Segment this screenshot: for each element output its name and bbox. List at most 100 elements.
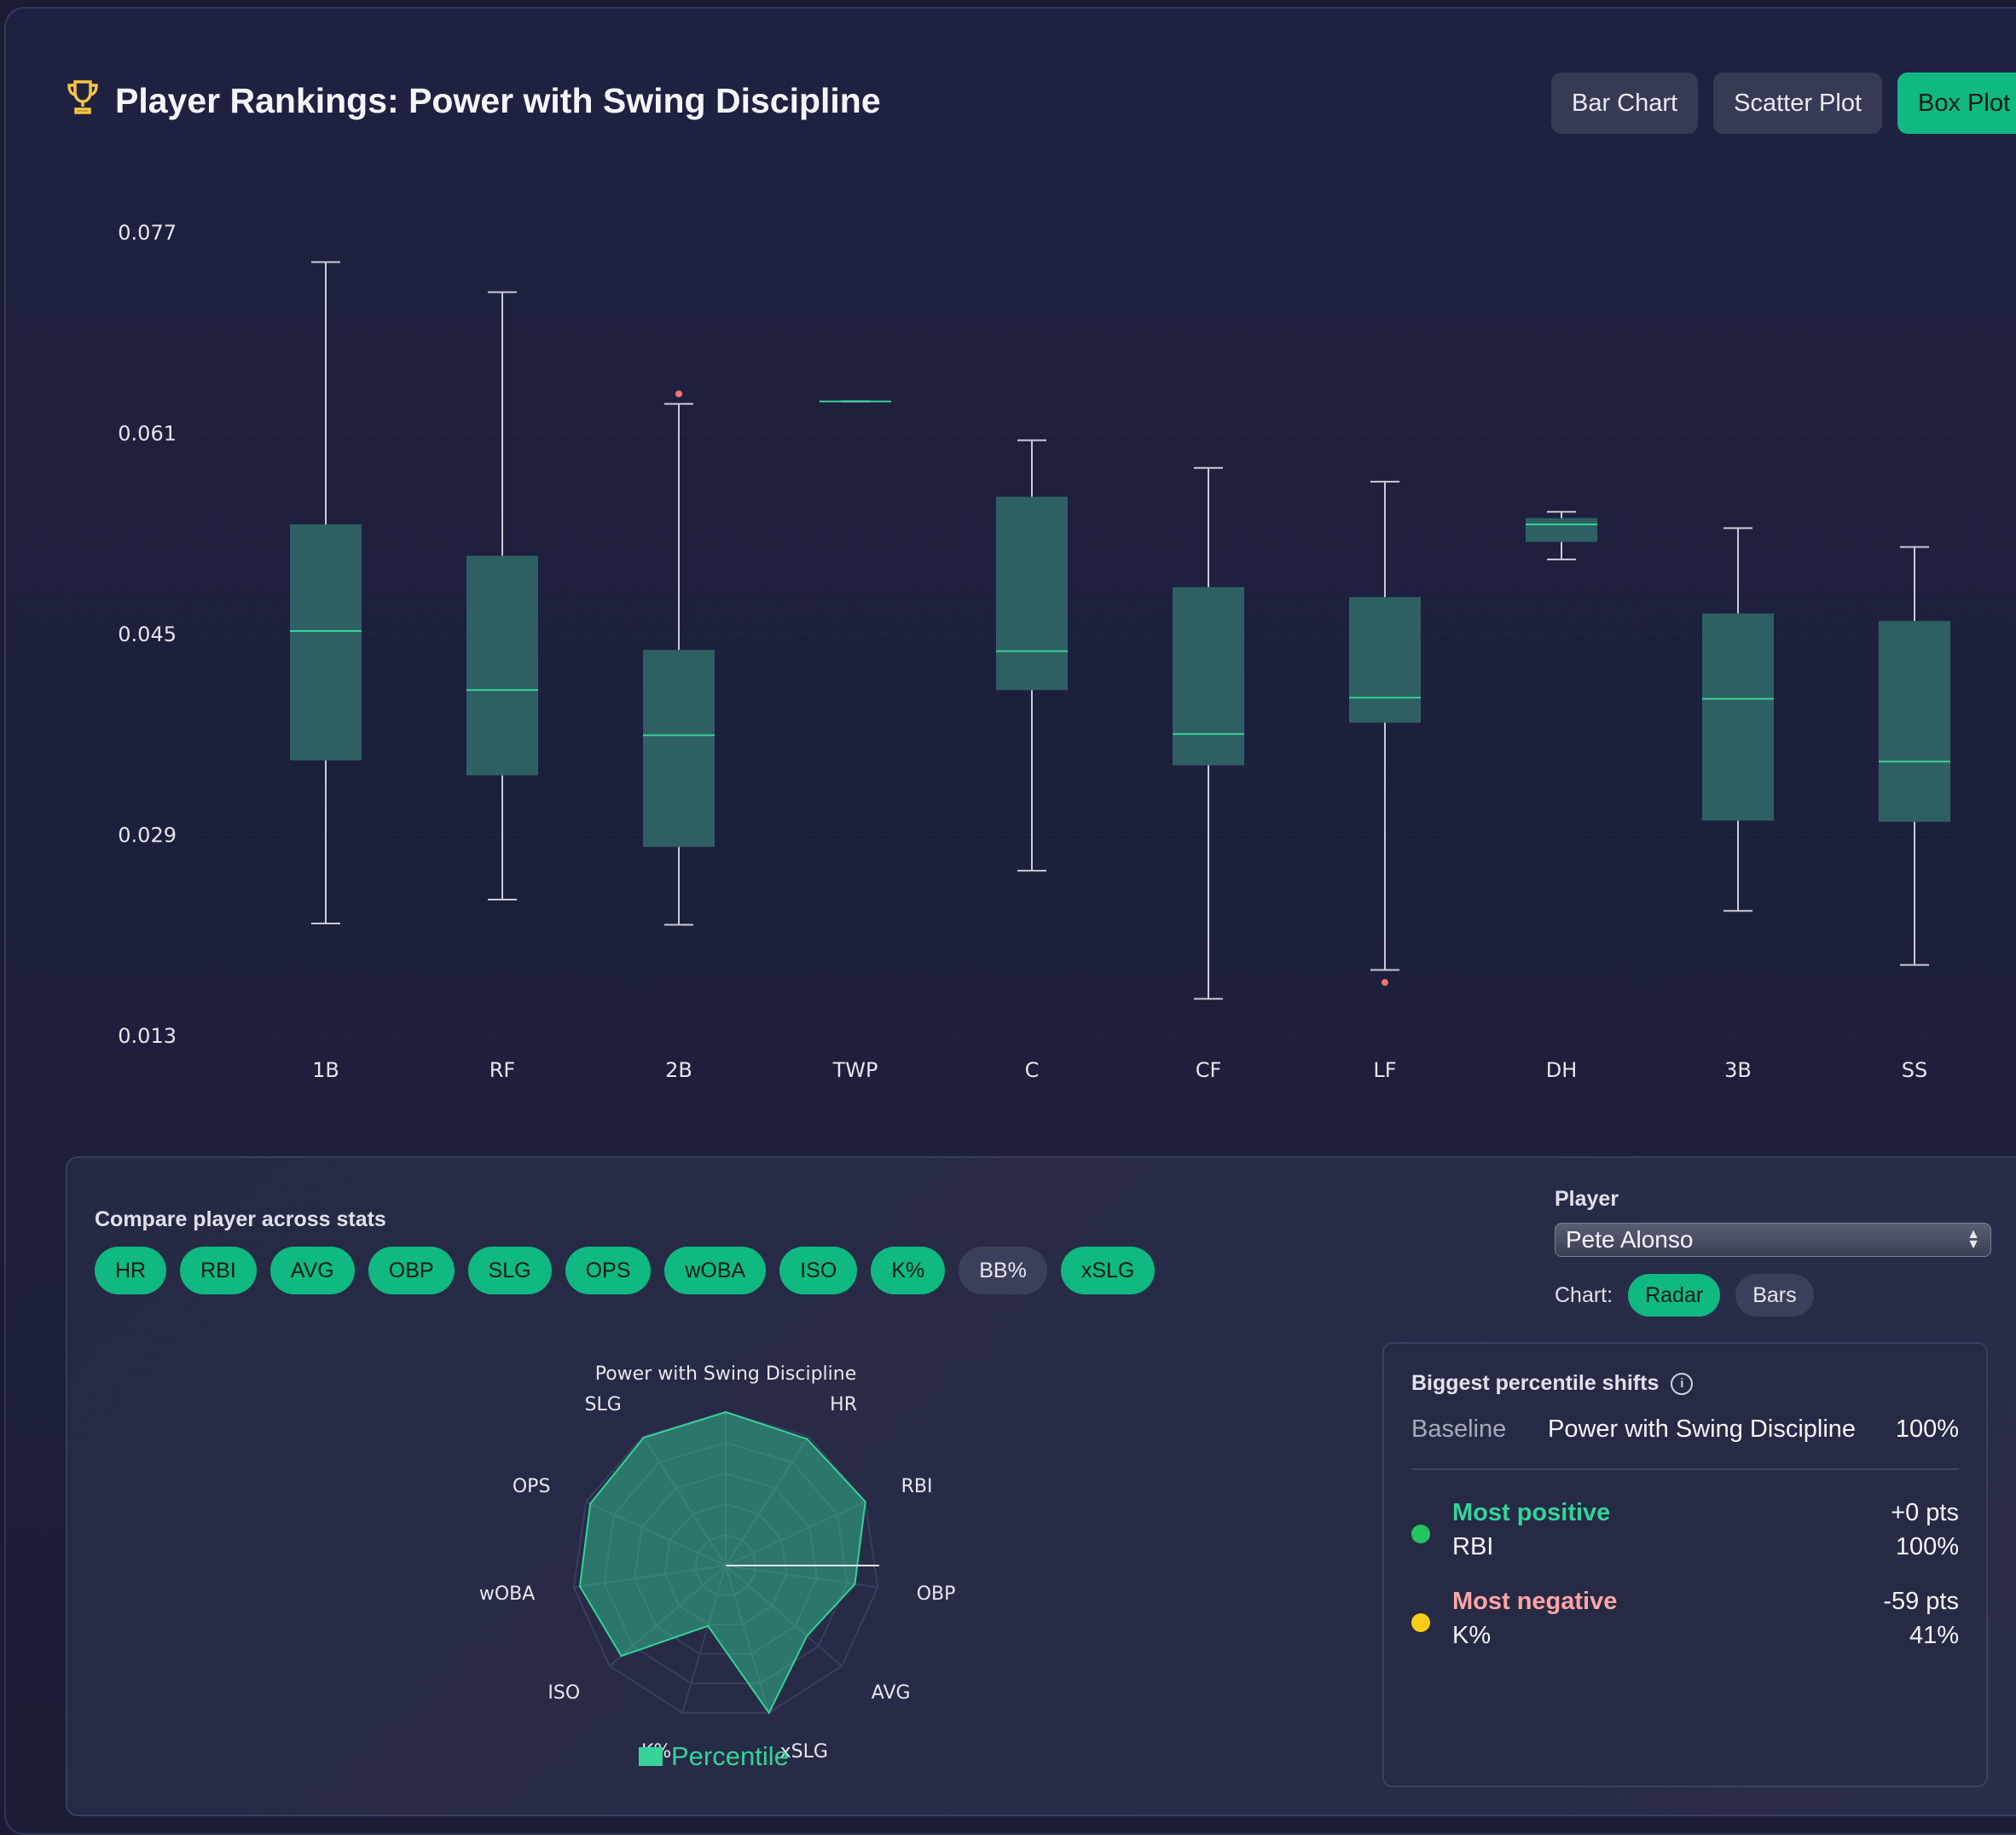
radar-spoke — [725, 1501, 866, 1566]
x-tick-label: C — [1025, 1058, 1040, 1082]
stat-chip-bbpct[interactable]: BB% — [959, 1247, 1047, 1294]
baseline-stat: Power with Swing Discipline — [1548, 1415, 1857, 1443]
radar-axis-label: wOBA — [479, 1583, 535, 1605]
positive-dot-icon — [1411, 1525, 1430, 1543]
x-tick-label: DH — [1546, 1058, 1578, 1082]
box-iqr — [466, 555, 538, 776]
radar-spoke — [725, 1565, 843, 1667]
trophy-icon — [66, 78, 100, 123]
chart-type-toggle: Chart: Radar Bars — [1555, 1274, 1814, 1317]
select-arrows-icon: ▲ ▼ — [1967, 1227, 1980, 1252]
radar-spoke — [573, 1565, 727, 1589]
x-tick-label: LF — [1373, 1058, 1396, 1082]
divider — [1411, 1468, 1959, 1470]
radar-spoke — [725, 1565, 878, 1589]
stat-chip-kpct[interactable]: K% — [871, 1247, 946, 1294]
radar-axis-label: ISO — [547, 1682, 580, 1704]
radar-axis-label: HR — [830, 1394, 857, 1415]
y-tick-label: 0.061 — [118, 422, 177, 446]
player-compare-panel: Compare player across stats HR RBI AVG OBP S… — [66, 1156, 2016, 1816]
y-tick-label: 0.077 — [118, 221, 177, 245]
radar-axis-label: Power with Swing Discipline — [595, 1363, 857, 1385]
radar-axis-label: xSLG — [780, 1741, 828, 1763]
box-iqr — [1879, 621, 1950, 822]
x-tick-label: 2B — [665, 1058, 692, 1082]
most-positive-row: Most positive RBI +0 pts 100% — [1411, 1499, 1959, 1567]
most-negative-stat: K% — [1452, 1622, 1492, 1649]
radar-spoke — [725, 1565, 770, 1713]
y-tick-label: 0.013 — [118, 1024, 177, 1048]
most-negative-row: Most negative K% -59 pts 41% — [1411, 1588, 1959, 1656]
most-negative-pts: -59 pts — [1883, 1588, 1959, 1615]
radar-axis-label: OBP — [917, 1583, 956, 1605]
most-positive-pts: +0 pts — [1891, 1499, 1959, 1526]
x-tick-label: TWP — [832, 1058, 878, 1082]
box-iqr — [643, 650, 715, 848]
bars-toggle-button[interactable]: Bars — [1735, 1274, 1814, 1317]
outlier-point — [675, 390, 682, 397]
radar-axis-label: RBI — [901, 1476, 933, 1497]
stat-chip-woba[interactable]: wOBA — [664, 1247, 767, 1294]
scatter-plot-button[interactable]: Scatter Plot — [1713, 72, 1883, 134]
radar-axis-label: OPS — [513, 1476, 551, 1497]
legend-label: Percentile — [671, 1741, 789, 1771]
outlier-point — [1382, 979, 1388, 987]
y-tick-label: 0.029 — [118, 824, 177, 848]
player-select-value: Pete Alonso — [1566, 1226, 1694, 1253]
radar-legend: Percentile — [639, 1741, 789, 1772]
bar-chart-button[interactable]: Bar Chart — [1551, 72, 1699, 134]
radar-spoke — [681, 1565, 727, 1713]
chart-toggle-label: Chart: — [1555, 1282, 1613, 1307]
radar-spoke — [609, 1565, 727, 1667]
box-plot-chart: 0.077 0.061 0.045 0.029 0.013 1B RF 2B TWP C CF LF D… — [118, 221, 1959, 1082]
x-tick-label: RF — [490, 1058, 515, 1082]
most-negative-pct: 41% — [1909, 1622, 1959, 1649]
stat-chip-slg[interactable]: SLG — [467, 1247, 552, 1294]
radar-spoke — [641, 1436, 727, 1566]
stat-chip-obp[interactable]: OBP — [368, 1247, 455, 1294]
radar-toggle-button[interactable]: Radar — [1628, 1274, 1721, 1317]
info-icon[interactable]: i — [1671, 1372, 1694, 1395]
stat-chip-avg[interactable]: AVG — [269, 1247, 355, 1294]
most-positive-stat: RBI — [1452, 1533, 1494, 1560]
box-iqr — [1526, 518, 1597, 542]
baseline-value: 100% — [1895, 1415, 1959, 1443]
box-plot-button[interactable]: Box Plot — [1897, 72, 2016, 134]
app-window: Player Rankings: Power with Swing Discip… — [4, 7, 2016, 1835]
box-iqr — [1702, 613, 1774, 821]
box-iqr — [1173, 587, 1244, 766]
player-select[interactable]: Pete Alonso ▲ ▼ — [1555, 1223, 1991, 1257]
baseline-row: Baseline Power with Swing Discipline 100… — [1411, 1415, 1959, 1444]
box-iqr — [290, 524, 362, 761]
view-switcher: Bar Chart Scatter Plot Box Plot — [1551, 72, 2016, 134]
box-iqr — [996, 496, 1068, 691]
baseline-label: Baseline — [1411, 1415, 1507, 1443]
radar-grid-ring — [694, 1533, 757, 1596]
legend-swatch — [639, 1747, 663, 1766]
page-title-text: Player Rankings: Power with Swing Discip… — [115, 80, 881, 120]
most-positive-pct: 100% — [1895, 1533, 1959, 1560]
most-negative-label: Most negative — [1452, 1588, 1618, 1615]
stat-chip-ops[interactable]: OPS — [565, 1247, 652, 1294]
radar-spoke — [725, 1436, 810, 1566]
stat-chip-rbi[interactable]: RBI — [180, 1247, 257, 1294]
radar-grid-ring — [603, 1441, 849, 1685]
box-iqr — [1349, 597, 1421, 723]
stat-chip-hr[interactable]: HR — [95, 1247, 167, 1294]
most-positive-label: Most positive — [1452, 1499, 1611, 1526]
y-tick-label: 0.045 — [118, 622, 177, 646]
page-title: Player Rankings: Power with Swing Discip… — [66, 78, 881, 123]
radar-grid-ring — [634, 1472, 818, 1655]
x-tick-label: SS — [1902, 1058, 1927, 1082]
shifts-title: Biggest percentile shifts i — [1411, 1371, 1694, 1396]
player-label: Player — [1555, 1187, 1619, 1211]
stat-chip-group: HR RBI AVG OBP SLG OPS wOBA ISO K% BB% xSLG — [95, 1247, 1156, 1294]
compare-label: Compare player across stats — [95, 1207, 386, 1231]
x-tick-label: CF — [1196, 1058, 1222, 1082]
stat-chip-xslg[interactable]: xSLG — [1060, 1247, 1156, 1294]
percentile-shifts-card: Biggest percentile shifts i Baseline Pow… — [1382, 1342, 1988, 1787]
radar-series-area — [578, 1410, 866, 1715]
shifts-title-text: Biggest percentile shifts — [1411, 1371, 1660, 1395]
radar-chart: Power with Swing Discipline HR RBI OBP AVG xS… — [479, 1363, 956, 1763]
stat-chip-iso[interactable]: ISO — [779, 1247, 858, 1294]
